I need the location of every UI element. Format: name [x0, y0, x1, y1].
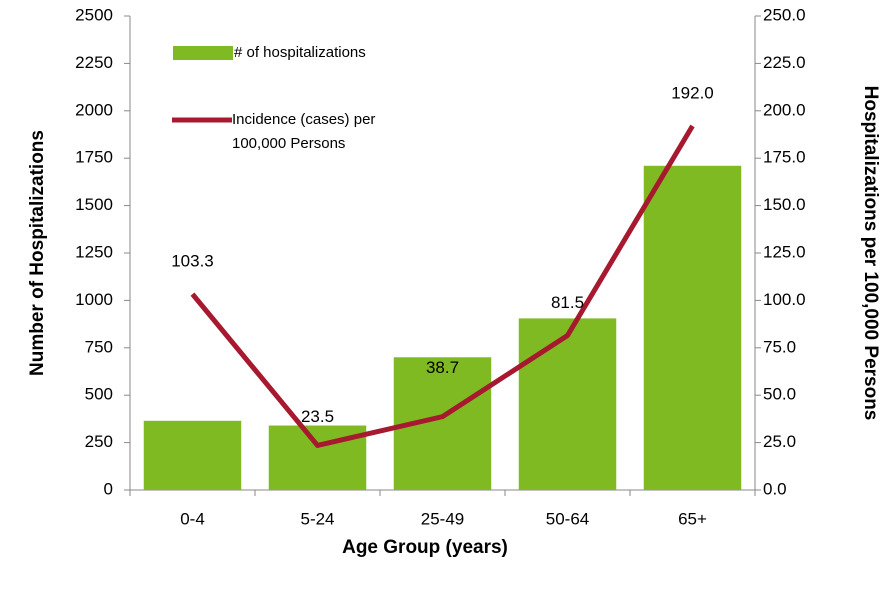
y2-tick-label: 175.0	[763, 148, 806, 167]
line	[190, 124, 695, 448]
y-tick-label: 1500	[75, 195, 113, 214]
y-axis-title: Number of Hospitalizations	[27, 130, 48, 376]
data-label: 81.5	[551, 293, 584, 312]
y-tick-label: 500	[85, 385, 113, 404]
y2-tick-label: 225.0	[763, 53, 806, 72]
y-tick-label: 250	[85, 432, 113, 451]
y2-tick-label: 75.0	[763, 337, 796, 356]
y2-tick-label: 125.0	[763, 242, 806, 261]
legend-label: # of hospitalizations	[234, 44, 366, 61]
y-tick-label: 2500	[75, 5, 113, 24]
y2-tick-label: 0.0	[763, 479, 787, 498]
y2-tick-label: 150.0	[763, 195, 806, 214]
y-tick-label: 2000	[75, 100, 113, 119]
x-tick-label: 65+	[678, 509, 707, 528]
legend-swatch	[173, 46, 233, 60]
y2-axis-title: Hospitalizations per 100,000 Persons	[860, 86, 881, 421]
y-tick-label: 2250	[75, 53, 113, 72]
y-tick-label: 0	[104, 479, 113, 498]
data-label: 192.0	[671, 83, 714, 102]
x-tick-label: 50-64	[546, 509, 589, 528]
y-tick-label: 1250	[75, 242, 113, 261]
y2-tick-label: 200.0	[763, 100, 806, 119]
y2-tick-label: 250.0	[763, 5, 806, 24]
x-tick-label: 25-49	[421, 509, 464, 528]
x-tick-label: 0-4	[180, 509, 205, 528]
y2-tick-label: 50.0	[763, 385, 796, 404]
legend-label: Incidence (cases) per 100,000 Persons	[232, 111, 376, 152]
bar	[518, 318, 617, 490]
y2-tick-label: 25.0	[763, 432, 796, 451]
x-axis-title: Age Group (years)	[342, 537, 508, 558]
y2-tick-label: 100.0	[763, 290, 806, 309]
data-label: 23.5	[301, 407, 334, 426]
y-tick-label: 750	[85, 337, 113, 356]
data-label: 103.3	[171, 252, 214, 271]
y-tick-label: 1750	[75, 148, 113, 167]
bar	[643, 165, 742, 490]
data-label: 38.7	[426, 358, 459, 377]
y-tick-label: 1000	[75, 290, 113, 309]
bar	[143, 420, 242, 490]
x-tick-label: 5-24	[300, 509, 334, 528]
